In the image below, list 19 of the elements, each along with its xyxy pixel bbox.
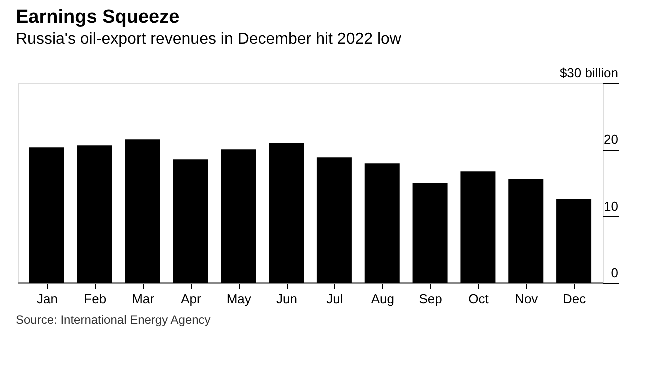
x-tick-label: Aug — [371, 292, 394, 306]
y-tick-label: 10 — [604, 198, 618, 214]
x-tick-label: Nov — [515, 292, 539, 306]
x-tick-label: Mar — [132, 292, 156, 306]
x-tick-label: Jun — [276, 292, 298, 306]
x-tick-label: Feb — [84, 292, 107, 306]
x-tick-label: Sep — [419, 292, 442, 306]
x-tick-label: Jul — [326, 292, 344, 306]
y-tick-label: $30 billion — [560, 66, 618, 80]
x-tick-label: May — [226, 292, 252, 306]
source-note: Source: International Energy Agency — [16, 313, 211, 327]
chart-subtitle: Russia's oil-export revenues in December hit 2022 low — [16, 31, 402, 48]
x-tick-label: Oct — [468, 292, 490, 306]
y-tick-label: 20 — [604, 132, 618, 148]
x-tick-label: Apr — [181, 292, 202, 306]
chart-title: Earnings Squeeze — [16, 7, 180, 28]
x-tick-label: Jan — [36, 292, 58, 306]
y-tick-label: 0 — [611, 266, 618, 280]
x-tick-label: Dec — [562, 292, 587, 306]
